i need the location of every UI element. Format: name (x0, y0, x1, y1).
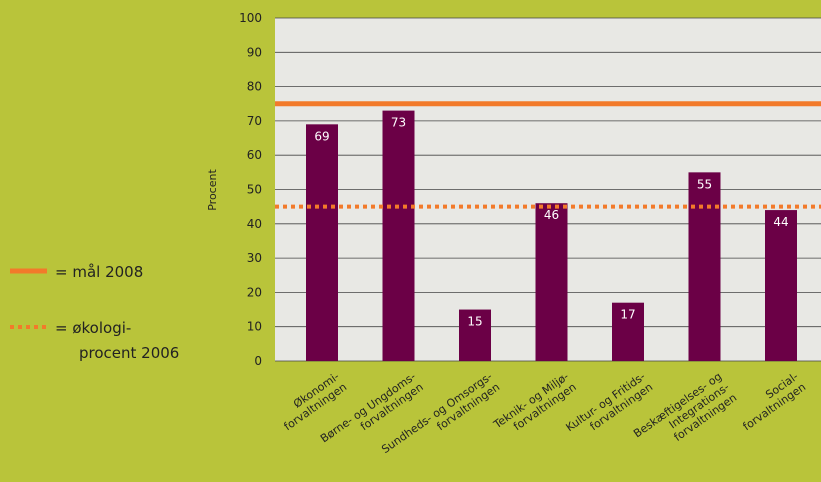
y-tick-label: 80 (247, 80, 262, 94)
bar (688, 172, 721, 361)
legend-label: = mål 2008 (55, 263, 143, 281)
bar-value-label: 69 (314, 129, 329, 143)
bar (306, 124, 338, 361)
bar-value-label: 44 (773, 215, 788, 229)
bar (612, 302, 644, 361)
y-tick-label: 90 (247, 45, 262, 59)
bar-value-label: 17 (620, 308, 635, 322)
category-label: Teknik- og Miljø-forvaltningen (491, 370, 579, 433)
bar-value-label: 46 (544, 208, 559, 222)
bar-value-label: 15 (467, 315, 482, 329)
bars: 69 73 15 46 17 55 44 (306, 110, 797, 361)
y-tick-label: 70 (247, 114, 262, 128)
reference-lines (275, 101, 821, 209)
y-tick-label: 60 (247, 148, 262, 162)
y-tick-label: 30 (247, 251, 262, 265)
legend: = mål 2008 = økologi-procent 2006 (10, 263, 179, 362)
y-tick-label: 10 (247, 320, 262, 334)
y-tick-label: 100 (239, 11, 262, 25)
bar (765, 210, 797, 361)
bar-value-label: 55 (697, 177, 712, 191)
bar (535, 203, 568, 361)
y-axis-label: Procent (206, 169, 219, 211)
bar (382, 110, 415, 361)
bar-value-label: 73 (391, 116, 406, 130)
y-tick-label: 50 (247, 183, 262, 197)
y-tick-label: 40 (247, 217, 262, 231)
y-tick-label: 0 (254, 354, 262, 368)
category-label: Social-forvaltningen (741, 370, 809, 433)
y-tick-label: 20 (247, 285, 262, 299)
y-axis-ticks: 0 10 20 30 40 50 60 70 80 90 100 (239, 11, 262, 368)
legend-label: procent 2006 (79, 344, 179, 362)
legend-label: = økologi- (55, 319, 131, 337)
bar (459, 309, 491, 361)
